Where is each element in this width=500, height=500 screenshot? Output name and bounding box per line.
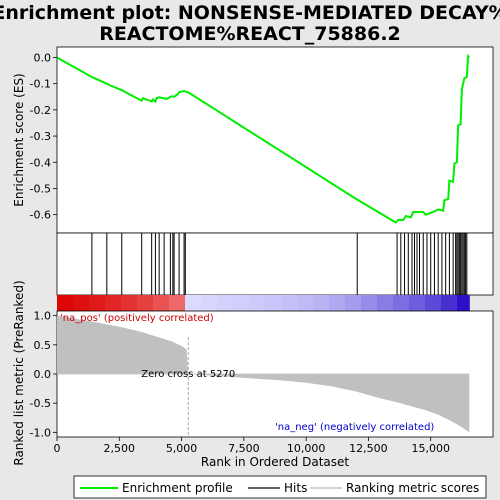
- es-axis-ticks: 0.0 -0.1 -0.2 -0.3 -0.4 -0.5 -0.6: [30, 51, 57, 222]
- zero-cross-label: Zero cross at 5270: [141, 369, 235, 380]
- colorbar-segment: [281, 295, 298, 311]
- es-ytick-label: -0.6: [30, 209, 51, 222]
- hits-markers: [91, 233, 468, 295]
- rank-ytick-label: -1.0: [30, 426, 51, 439]
- chart-title-line2: REACTOME%REACT_75886.2: [99, 23, 401, 45]
- rank-xtick-label: 7,500: [228, 442, 260, 455]
- es-ytick-label: -0.1: [30, 78, 51, 91]
- rank-ytick-label: -0.5: [30, 397, 51, 410]
- legend-hits-label: Hits: [284, 481, 307, 495]
- es-panel: [56, 46, 494, 234]
- colorbar-segment: [457, 295, 470, 311]
- colorbar-segment: [313, 295, 330, 311]
- colorbar-segment: [361, 295, 378, 311]
- colorbar-segment: [89, 295, 106, 311]
- rank-xlabel: Rank in Ordered Dataset: [201, 455, 349, 469]
- colorbar-segment: [121, 295, 138, 311]
- rank-xtick-label: 0: [54, 442, 61, 455]
- rank-xtick-label: 2,500: [104, 442, 136, 455]
- colorbar-segment: [169, 295, 186, 311]
- es-ytick-label: -0.4: [30, 156, 51, 169]
- colorbar-segment: [393, 295, 410, 311]
- colorbar-segment: [249, 295, 266, 311]
- colorbar-segment: [185, 295, 202, 311]
- colorbar-segment: [297, 295, 314, 311]
- es-ytick-label: -0.2: [30, 104, 51, 117]
- rank-ytick-label: 0.0: [34, 368, 52, 381]
- rank-axis-ticks: 1.0 0.5 0.0 -0.5 -1.00 2,500 5,000 7,500 10,000 1…: [30, 310, 450, 455]
- rank-xtick-label: 15,000: [411, 442, 450, 455]
- colorbar-segment: [105, 295, 122, 311]
- es-ytick-label: -0.5: [30, 182, 51, 195]
- colorbar-segment: [153, 295, 170, 311]
- colorbar-segment: [201, 295, 218, 311]
- colorbar-segment: [425, 295, 442, 311]
- colorbar-segment: [233, 295, 250, 311]
- rank-ylabel: Ranked list metric (PreRanked): [12, 280, 26, 465]
- rank-ytick-label: 1.0: [34, 310, 52, 323]
- colorbar-segment: [73, 295, 90, 311]
- colorbar-segment: [409, 295, 426, 311]
- legend-box: [73, 475, 487, 499]
- rank-xtick-label: 10,000: [287, 442, 326, 455]
- rank-ytick-label: 0.5: [34, 339, 52, 352]
- colorbar-segment: [345, 295, 362, 311]
- rank-colorbar: [57, 295, 470, 311]
- enrichment-profile-line: [56, 53, 471, 224]
- chart-title-line1: Enrichment plot: NONSENSE-MEDIATED DECAY…: [0, 2, 500, 24]
- colorbar-segment: [377, 295, 394, 311]
- es-ylabel: Enrichment score (ES): [12, 73, 26, 206]
- hits-panel: [56, 232, 494, 296]
- es-ytick-label: 0.0: [34, 51, 52, 64]
- colorbar-segment: [265, 295, 282, 311]
- colorbar-segment: [217, 295, 234, 311]
- legend-ranking-label: Ranking metric scores: [346, 481, 479, 495]
- es-ytick-label: -0.3: [30, 130, 51, 143]
- colorbar-segment: [57, 295, 74, 311]
- colorbar-segment: [441, 295, 458, 311]
- negative-correlation-label: 'na_neg' (negatively correlated): [275, 422, 434, 433]
- positive-correlation-label: 'na_pos' (positively correlated): [60, 313, 214, 324]
- colorbar-segment: [137, 295, 154, 311]
- rank-xtick-label: 12,500: [349, 442, 388, 455]
- rank-xtick-label: 5,000: [166, 442, 198, 455]
- colorbar-segment: [329, 295, 346, 311]
- legend-enrichment-label: Enrichment profile: [122, 481, 233, 495]
